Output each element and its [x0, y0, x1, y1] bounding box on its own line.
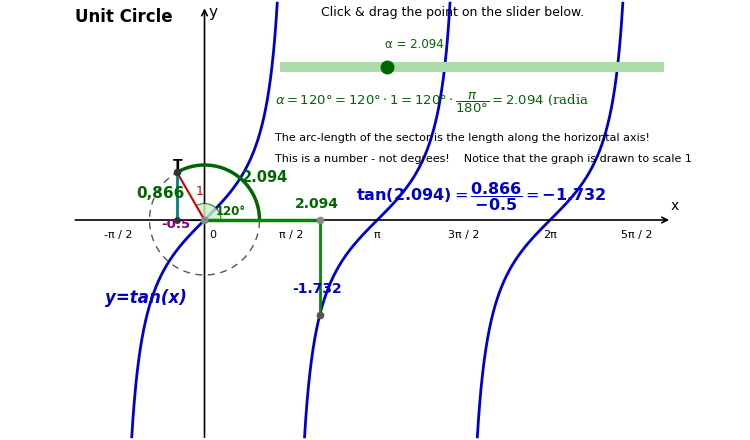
Text: y: y	[209, 5, 218, 21]
Text: $\mathbf{tan(2.094)} = \dfrac{\mathbf{0.866}}{\mathbf{-0.5}} = \mathbf{-1.732}$: $\mathbf{tan(2.094)} = \dfrac{\mathbf{0.…	[356, 180, 607, 213]
Wedge shape	[196, 203, 221, 220]
Text: y=tan(x): y=tan(x)	[106, 289, 188, 307]
Text: x: x	[670, 199, 679, 213]
Text: -0.5: -0.5	[161, 218, 190, 231]
Text: Unit Circle: Unit Circle	[75, 8, 172, 26]
Text: 5π / 2: 5π / 2	[621, 230, 652, 240]
Text: 1: 1	[196, 185, 203, 198]
Text: Click & drag the point on the slider below.: Click & drag the point on the slider bel…	[321, 6, 584, 19]
Text: This is a number - not degrees!    Notice that the graph is drawn to scale 1: This is a number - not degrees! Notice t…	[274, 154, 692, 164]
Text: T: T	[173, 158, 183, 172]
Text: 2.094: 2.094	[295, 197, 339, 211]
Text: 0: 0	[209, 230, 216, 240]
Text: The arc-length of the sector is the length along the horizontal axis!: The arc-length of the sector is the leng…	[274, 133, 650, 143]
Text: 0,866: 0,866	[136, 186, 184, 201]
Text: -π / 2: -π / 2	[104, 230, 132, 240]
Bar	[280, 62, 664, 72]
Text: -1.732: -1.732	[292, 282, 342, 296]
Text: 2.094: 2.094	[242, 169, 288, 184]
Text: 3π / 2: 3π / 2	[448, 230, 479, 240]
Text: $\alpha = 120° = 120° \cdot 1 = 120° \cdot \dfrac{\pi}{180°} = 2.094$ (radia: $\alpha = 120° = 120° \cdot 1 = 120° \cd…	[274, 91, 589, 115]
Text: 2π: 2π	[543, 230, 557, 240]
Text: α = 2.094: α = 2.094	[385, 38, 443, 51]
Text: π: π	[374, 230, 380, 240]
Text: 120°: 120°	[215, 205, 245, 217]
Text: π / 2: π / 2	[279, 230, 303, 240]
